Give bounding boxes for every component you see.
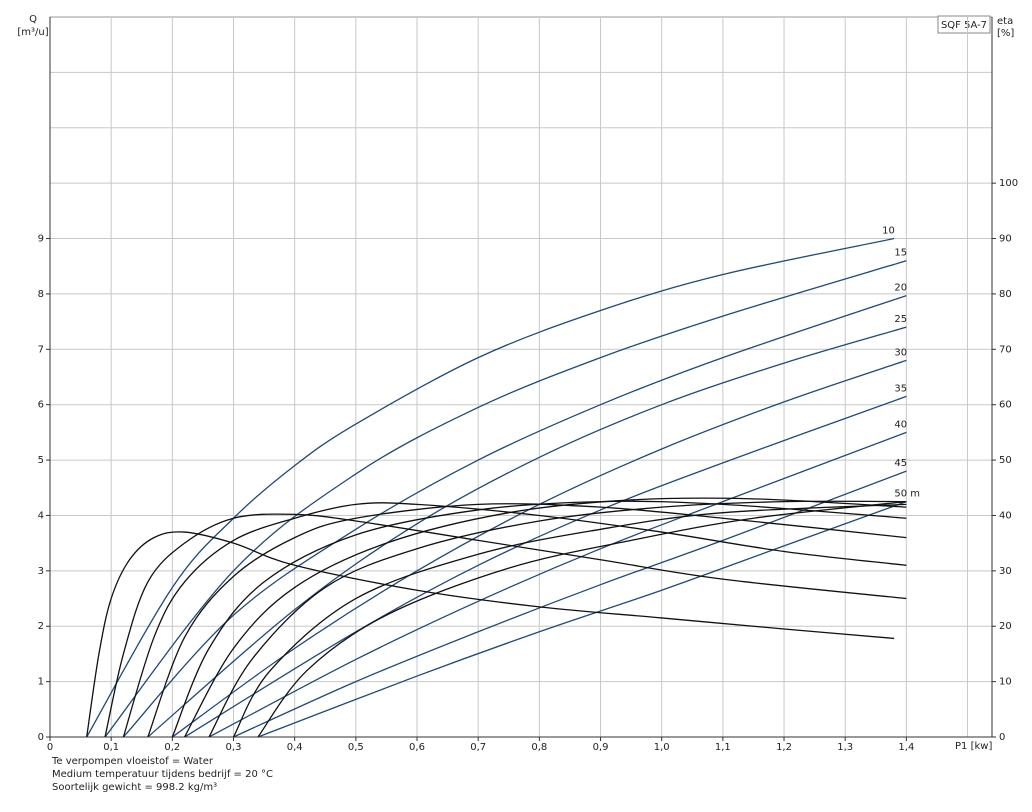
plot-area xyxy=(49,16,993,738)
y2-tick-label: 10 xyxy=(999,677,1012,688)
y-axis-unit: [m³/u] xyxy=(17,27,48,38)
y-tick-label: 2 xyxy=(38,621,44,632)
y-axis-label: Q xyxy=(29,14,37,25)
y-tick-label: 4 xyxy=(38,510,44,521)
efficiency-curve xyxy=(122,502,907,738)
y-tick-label: 0 xyxy=(38,732,44,743)
chart-title: SQF 5A-7 xyxy=(941,20,987,31)
flow-curve xyxy=(208,431,907,738)
efficiency-curve xyxy=(171,500,907,738)
y-tick-label: 3 xyxy=(38,566,44,577)
flow-curve xyxy=(257,501,907,738)
curve-label: 25 xyxy=(894,314,907,325)
x-tick-label: 0,7 xyxy=(470,742,486,753)
curve-label: 30 xyxy=(894,347,907,358)
efficiency-curve xyxy=(86,531,895,738)
efficiency-curve xyxy=(184,497,907,738)
y2-tick-label: 50 xyxy=(999,455,1012,466)
y-tick-label: 8 xyxy=(38,289,44,300)
efficiency-curve xyxy=(257,500,907,738)
flow-curve xyxy=(86,237,895,738)
y2-tick-label: 80 xyxy=(999,289,1012,300)
note: Te verpompen vloeistof = Water xyxy=(51,756,214,767)
x-axis-label: P1 [kw] xyxy=(955,741,992,752)
curve-label: 15 xyxy=(894,248,907,259)
y2-axis-unit: [%] xyxy=(997,28,1014,39)
flow-curve xyxy=(184,395,907,738)
curve-label: 45 xyxy=(894,458,907,469)
y-tick-label: 9 xyxy=(38,234,44,245)
x-tick-label: 0,2 xyxy=(164,742,180,753)
x-tick-label: 1,0 xyxy=(654,742,670,753)
y2-tick-label: 40 xyxy=(999,510,1012,521)
efficiency-curve xyxy=(232,503,907,738)
x-tick-label: 0,6 xyxy=(409,742,425,753)
curve-label: 50 m xyxy=(894,489,920,500)
x-tick-label: 0,8 xyxy=(531,742,547,753)
x-tick-label: 1,3 xyxy=(837,742,853,753)
flow-curve xyxy=(104,260,907,738)
x-tick-label: 1,4 xyxy=(898,742,914,753)
y2-tick-label: 100 xyxy=(999,178,1018,189)
y-tick-label: 6 xyxy=(38,400,44,411)
x-tick-label: 1,2 xyxy=(776,742,792,753)
efficiency-curve xyxy=(104,513,907,738)
y2-tick-label: 20 xyxy=(999,621,1012,632)
efficiency-curve xyxy=(208,500,907,738)
curve-label: 20 xyxy=(894,283,907,294)
y2-tick-label: 0 xyxy=(999,732,1005,743)
y-tick-label: 5 xyxy=(38,455,44,466)
y2-axis-label: eta xyxy=(997,16,1013,27)
x-tick-label: 1,1 xyxy=(715,742,731,753)
x-tick-label: 0 xyxy=(47,742,53,753)
y-tick-label: 7 xyxy=(38,344,44,355)
curve-label: 10 xyxy=(882,226,895,237)
note: Soortelijk gewicht = 998.2 kg/m³ xyxy=(52,782,217,793)
note: Medium temperatuur tijdens bedrijf = 20 … xyxy=(52,769,273,780)
x-tick-label: 0,1 xyxy=(103,742,119,753)
y-tick-label: 1 xyxy=(38,677,44,688)
y2-tick-label: 60 xyxy=(999,400,1012,411)
flow-curve xyxy=(147,326,907,738)
curve-label: 35 xyxy=(894,383,907,394)
x-tick-label: 0,9 xyxy=(593,742,609,753)
y2-tick-label: 90 xyxy=(999,234,1012,245)
efficiency-curve xyxy=(147,503,907,738)
y2-tick-label: 70 xyxy=(999,344,1012,355)
flow-curve xyxy=(122,294,907,738)
title-box xyxy=(937,15,991,34)
x-tick-label: 0,5 xyxy=(348,742,364,753)
x-tick-label: 0,3 xyxy=(226,742,242,753)
curve-label: 40 xyxy=(894,419,907,430)
x-tick-label: 0,4 xyxy=(287,742,303,753)
y2-tick-label: 30 xyxy=(999,566,1012,577)
